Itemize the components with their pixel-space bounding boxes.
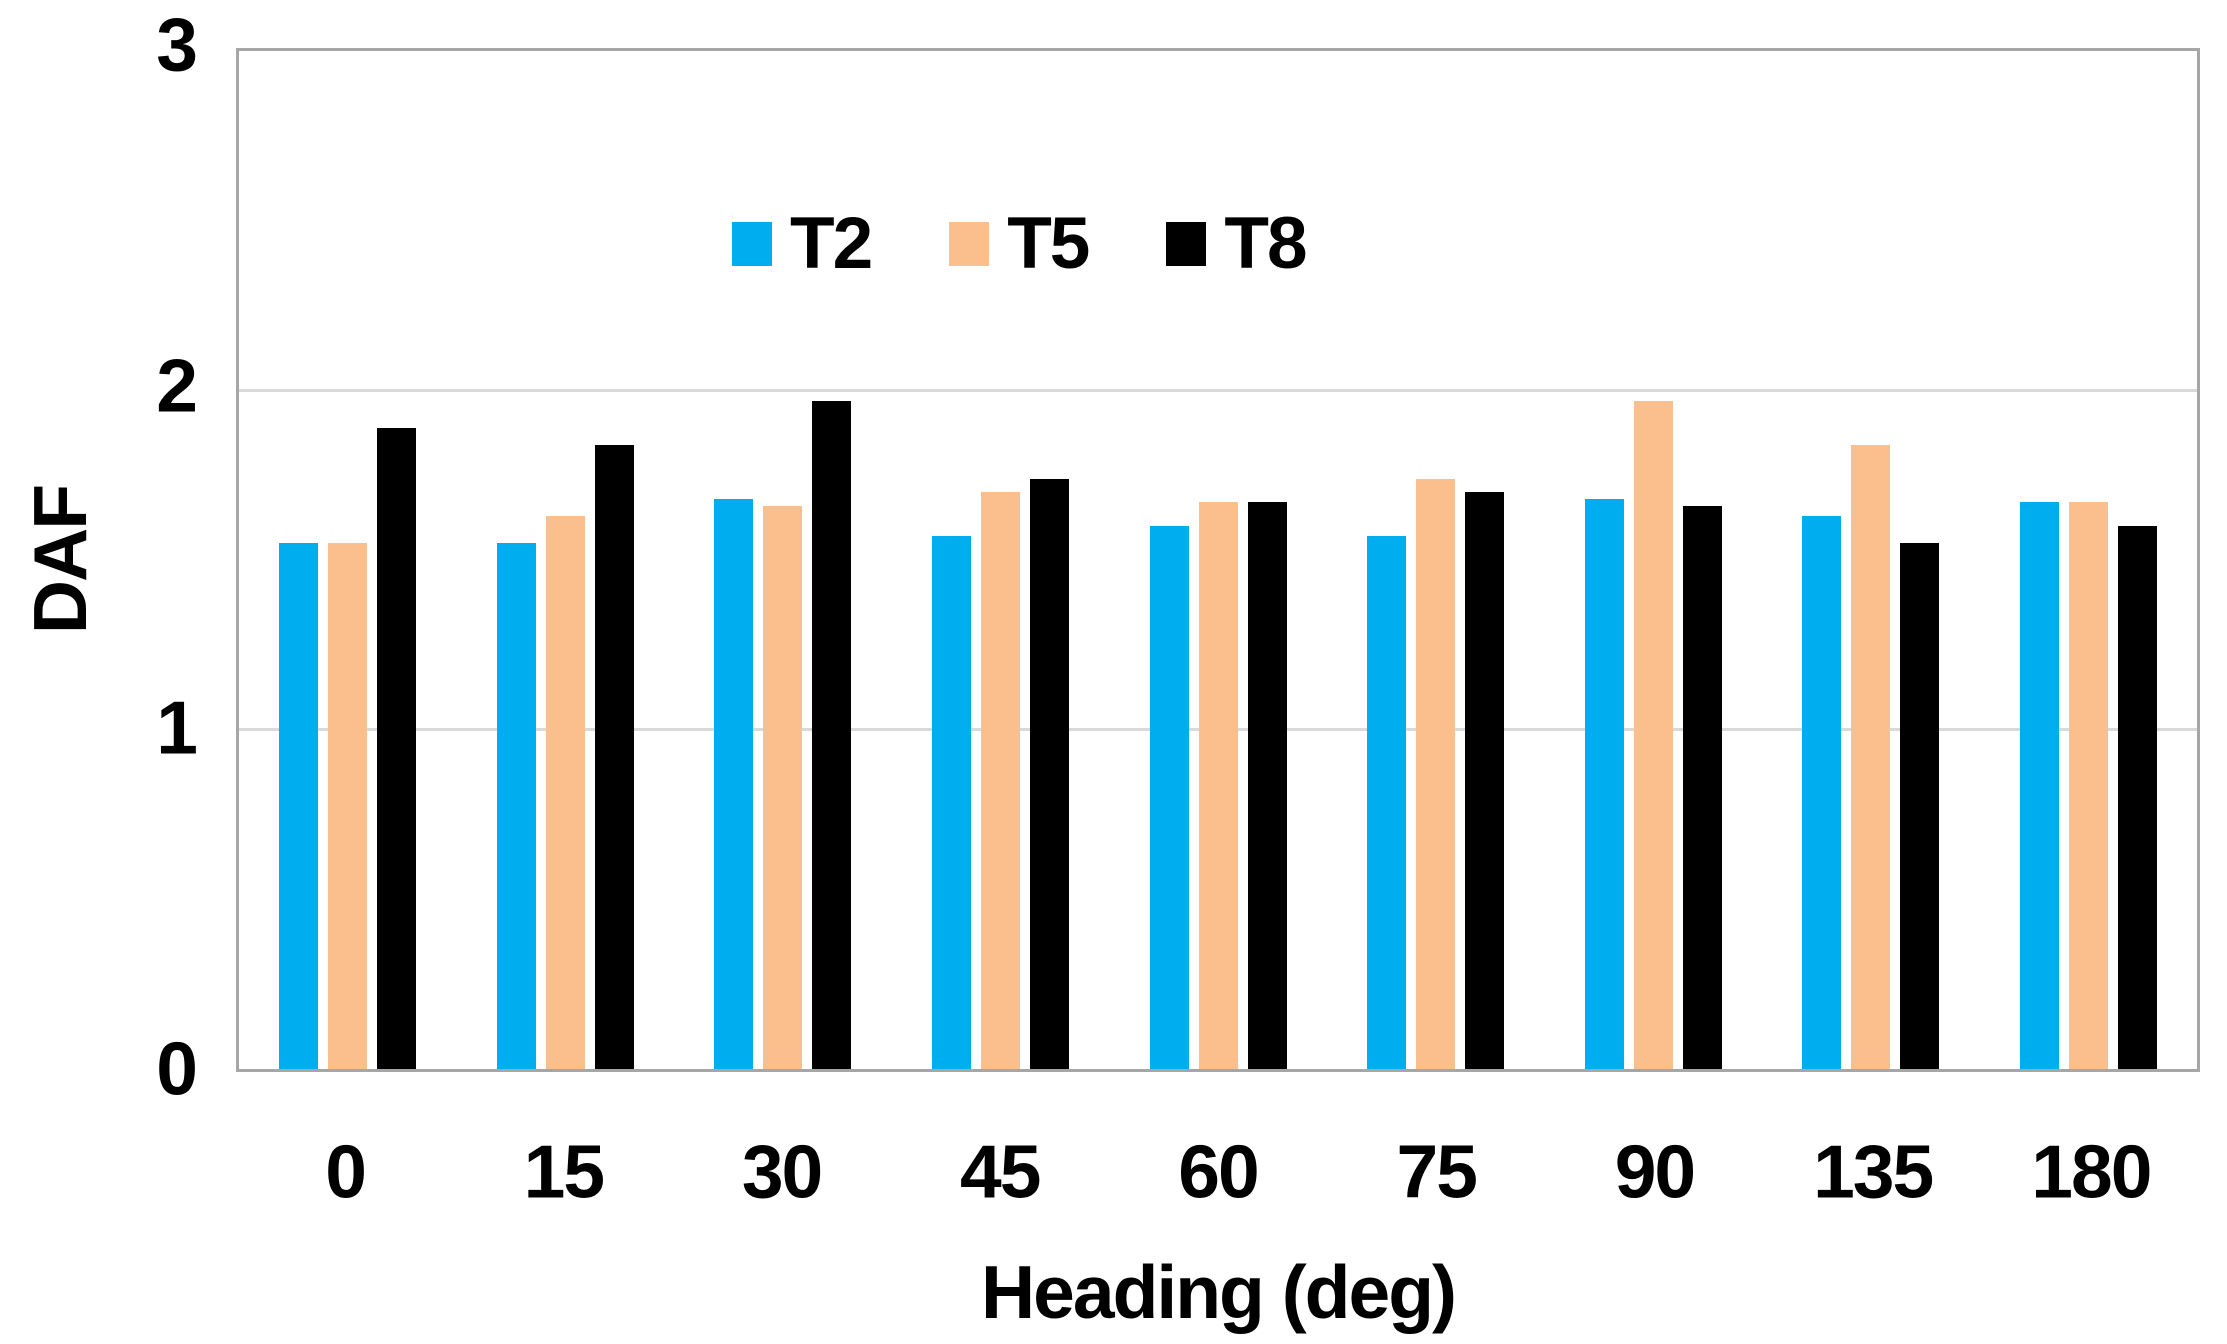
bar-T2-135: [1802, 515, 1842, 1069]
bar-T5-0: [328, 543, 368, 1069]
bar-T8-45: [1029, 478, 1069, 1069]
y-tick-label-1: 1: [156, 685, 198, 770]
bar-group-0: [239, 51, 457, 1069]
bar-T5-90: [1633, 400, 1673, 1069]
bar-T5-75: [1416, 478, 1456, 1069]
legend: T2 T5 T8: [732, 203, 1308, 284]
plot-area: T2 T5 T8: [236, 48, 2200, 1072]
bar-group-75: [1327, 51, 1545, 1069]
x-tick-label-75: 75: [1396, 1129, 1478, 1214]
bar-group-135: [1762, 51, 1980, 1069]
x-tick-label-180: 180: [2031, 1129, 2152, 1214]
bar-T5-15: [545, 515, 585, 1069]
y-tick-label-0: 0: [156, 1026, 198, 1111]
legend-item-T5: T5: [949, 203, 1090, 284]
x-tick-label-15: 15: [523, 1129, 605, 1214]
bar-group-15: [457, 51, 675, 1069]
x-tick-label-30: 30: [741, 1129, 823, 1214]
bar-T8-90: [1682, 505, 1722, 1069]
bar-group-60: [1109, 51, 1327, 1069]
x-tick-label-90: 90: [1614, 1129, 1696, 1214]
bar-T5-180: [2068, 502, 2108, 1069]
x-tick-label-45: 45: [960, 1129, 1041, 1214]
bar-T2-30: [714, 498, 754, 1069]
y-tick-label-2: 2: [156, 343, 198, 428]
legend-item-T8: T8: [1166, 203, 1308, 284]
bar-T8-135: [1900, 543, 1940, 1069]
bar-T2-45: [931, 536, 971, 1069]
bar-T8-0: [377, 427, 417, 1069]
bar-T8-75: [1465, 492, 1505, 1069]
x-tick-label-60: 60: [1178, 1129, 1259, 1214]
gridline-2: [239, 388, 2197, 392]
x-tick-label-135: 135: [1813, 1129, 1934, 1214]
bar-T2-75: [1367, 536, 1407, 1069]
legend-label-T5: T5: [1007, 203, 1090, 284]
legend-swatch-T2: [732, 221, 772, 266]
bar-T2-180: [2019, 502, 2059, 1069]
bar-group-90: [1544, 51, 1762, 1069]
bar-T5-60: [1198, 502, 1238, 1069]
legend-label-T8: T8: [1224, 203, 1307, 284]
y-axis-title: DAF: [18, 485, 102, 635]
bar-T8-180: [2117, 526, 2157, 1069]
legend-label-T2: T2: [790, 203, 873, 284]
x-axis-title: Heading (deg): [981, 1250, 1457, 1334]
bar-T5-135: [1851, 444, 1891, 1069]
bar-T2-15: [496, 543, 536, 1069]
y-tick-label-3: 3: [156, 2, 198, 87]
bar-T8-60: [1247, 502, 1287, 1069]
bar-T5-30: [763, 505, 803, 1069]
bar-T2-0: [279, 543, 319, 1069]
legend-swatch-T5: [949, 221, 990, 266]
x-tick-label-0: 0: [325, 1129, 367, 1214]
bar-T2-60: [1149, 526, 1189, 1069]
bar-group-180: [1980, 51, 2198, 1069]
legend-item-T2: T2: [732, 203, 873, 284]
bar-T8-30: [812, 400, 852, 1069]
bar-group-30: [674, 51, 892, 1069]
legend-swatch-T8: [1166, 221, 1207, 266]
bar-T5-45: [980, 492, 1020, 1069]
bar-T8-15: [594, 444, 634, 1069]
bar-group-45: [892, 51, 1110, 1069]
bar-groups: [239, 51, 2197, 1069]
bar-T2-90: [1584, 498, 1624, 1069]
